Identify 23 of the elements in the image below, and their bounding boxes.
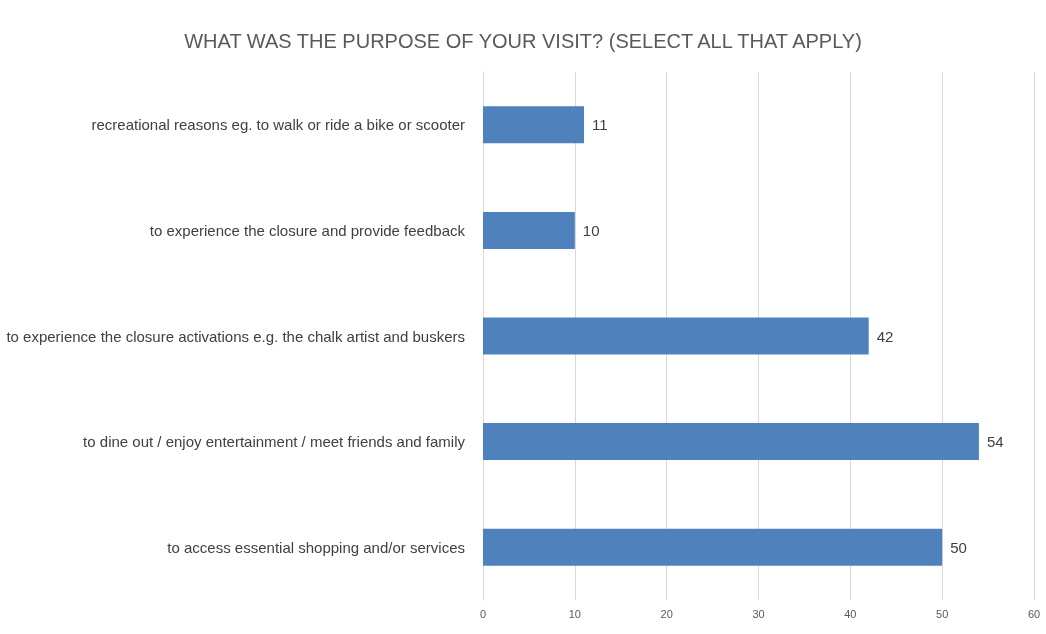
y-tick-label: recreational reasons eg. to walk or ride a bike or scooter (91, 116, 465, 134)
x-tick-label: 40 (844, 607, 857, 620)
data-label: 54 (986, 433, 1004, 451)
data-label: 50 (950, 538, 967, 556)
bar (483, 106, 585, 144)
x-tick-label: 50 (936, 607, 949, 620)
x-tick-label: 10 (568, 607, 581, 620)
y-tick-label: to dine out / enjoy entertainment / meet friends and family (83, 433, 466, 451)
y-tick-label: to experience the closure activations e.g. the chalk artist and buskers (6, 327, 465, 345)
chart-title: WHAT WAS THE PURPOSE OF YOUR VISIT? (SELECT ALL THAT APPLY) (184, 30, 862, 52)
x-tick-label: 20 (660, 607, 673, 620)
bar (483, 317, 869, 355)
bar (483, 528, 943, 566)
data-label: 42 (876, 327, 894, 345)
x-tick-label: 0 (479, 607, 487, 620)
x-tick-label: 60 (1027, 607, 1041, 620)
bar (483, 211, 575, 249)
data-label: 11 (592, 116, 608, 134)
data-label: 10 (582, 221, 600, 239)
x-tick-label: 30 (752, 607, 765, 620)
bar (483, 423, 979, 461)
y-tick-label: to access essential shopping and/or services (167, 538, 465, 556)
y-tick-label: to experience the closure and provide feedback (149, 221, 466, 239)
